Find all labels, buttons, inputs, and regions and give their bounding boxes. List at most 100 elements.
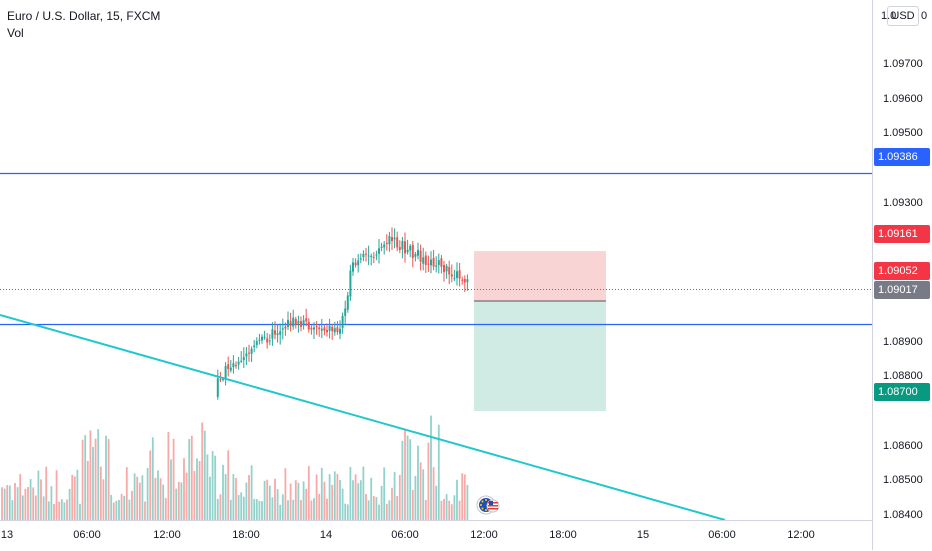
- candle-body: [370, 255, 373, 257]
- volume-bar: [151, 437, 154, 520]
- volume-bar: [198, 461, 201, 520]
- candle-body: [414, 254, 417, 257]
- candle-body: [281, 328, 284, 330]
- volume-bar: [209, 476, 211, 520]
- volume-bar: [344, 503, 347, 520]
- price-tick-label: 1.09700: [883, 58, 923, 71]
- candle-body: [222, 379, 224, 381]
- volume-bar: [123, 495, 126, 520]
- economic-event-flag-icon[interactable]: [474, 494, 500, 516]
- volume-bar: [120, 493, 123, 520]
- candle-body: [328, 325, 331, 331]
- volume-bar: [240, 492, 243, 520]
- candle-body: [245, 353, 248, 357]
- candle-body: [336, 327, 339, 333]
- time-tick-label: 13: [0, 529, 14, 541]
- volume-bar: [406, 435, 409, 520]
- price-axis[interactable]: USD 1.097001.096001.095001.093001.092001…: [872, 0, 932, 550]
- candle-body: [365, 253, 367, 255]
- entry-price-tag: 1.09017: [874, 281, 930, 299]
- candle-body: [443, 264, 445, 273]
- candle-body: [448, 267, 451, 275]
- volume-bar: [37, 470, 40, 520]
- candle-body: [339, 328, 341, 334]
- price-chart[interactable]: [0, 0, 872, 520]
- candle-body: [323, 327, 326, 331]
- volume-bar: [310, 500, 313, 520]
- volume-bar: [222, 464, 224, 520]
- volume-bar: [138, 482, 141, 520]
- volume-bar: [66, 499, 68, 520]
- volume-bar: [372, 496, 375, 520]
- candle-body: [315, 326, 318, 328]
- candle-body: [450, 274, 453, 277]
- candle-body: [398, 247, 401, 250]
- volume-bar: [110, 494, 113, 520]
- candle-body: [463, 278, 466, 283]
- volume-bar: [11, 500, 14, 520]
- volume-bar: [323, 481, 326, 520]
- candle-body: [279, 331, 282, 335]
- symbol-title[interactable]: Euro / U.S. Dollar, 15, FXCM: [7, 9, 161, 23]
- candle-body: [268, 340, 271, 342]
- candle-body: [404, 241, 406, 254]
- candle-body: [346, 295, 349, 310]
- candle-body: [229, 367, 232, 371]
- volume-bar: [328, 474, 331, 520]
- time-tick-label: 15: [636, 529, 650, 541]
- volume-bar: [133, 473, 136, 520]
- volume-bar: [232, 474, 235, 520]
- candle-body: [419, 250, 422, 262]
- volume-bar: [144, 501, 146, 520]
- candle-body: [333, 328, 336, 333]
- candle-body: [255, 341, 258, 345]
- volume-bar: [411, 489, 414, 520]
- candle-body: [284, 326, 287, 329]
- chart-area[interactable]: Euro / U.S. Dollar, 15, FXCM Vol: [0, 0, 872, 520]
- stop-price-tag: 1.09161: [874, 225, 930, 243]
- volume-bar: [6, 485, 9, 520]
- candle-body: [388, 236, 391, 245]
- candle-body: [409, 246, 412, 251]
- resistance-price-tag: 1.09386: [874, 148, 930, 166]
- time-tick-label: 06:00: [391, 529, 419, 541]
- volume-bar: [276, 489, 279, 520]
- candle-body: [240, 360, 243, 362]
- chart-legend: Euro / U.S. Dollar, 15, FXCM Vol: [7, 8, 160, 42]
- volume-bar: [383, 467, 386, 520]
- volume-bar: [102, 479, 105, 520]
- candle-body: [393, 237, 396, 240]
- volume-bar: [89, 430, 92, 520]
- candle-body: [344, 308, 347, 316]
- time-axis[interactable]: 13 06:00 12:00 18:00 14 06:00 12:00 18:00 15 06:0…: [0, 520, 872, 551]
- volume-bar: [294, 480, 297, 520]
- volume-bar: [146, 468, 149, 520]
- candle-body: [219, 379, 222, 381]
- volume-bar: [97, 429, 100, 520]
- candle-body: [216, 378, 219, 398]
- volume-bar: [287, 500, 289, 520]
- volume-bar: [261, 501, 263, 520]
- volume-indicator-label[interactable]: Vol: [7, 26, 24, 40]
- volume-bar: [21, 495, 24, 520]
- volume-bar: [302, 481, 305, 520]
- candle-body: [435, 265, 438, 267]
- volume-bar: [154, 477, 157, 520]
- volume-bar: [32, 487, 35, 520]
- volume-bar: [248, 475, 250, 520]
- candle-body: [401, 241, 404, 250]
- currency-button[interactable]: USD: [887, 6, 919, 26]
- volume-bar: [437, 424, 440, 520]
- candle-body: [445, 265, 448, 272]
- candle-body: [461, 279, 464, 281]
- volume-bar: [375, 497, 378, 520]
- candle-body: [367, 255, 370, 257]
- volume-bar: [183, 458, 185, 520]
- volume-bar: [219, 494, 222, 520]
- candle-body: [318, 327, 321, 329]
- volume-bar: [71, 474, 74, 520]
- volume-bar: [245, 482, 248, 520]
- volume-bar: [401, 440, 404, 520]
- volume-bar: [242, 496, 245, 520]
- volume-bar: [229, 499, 232, 520]
